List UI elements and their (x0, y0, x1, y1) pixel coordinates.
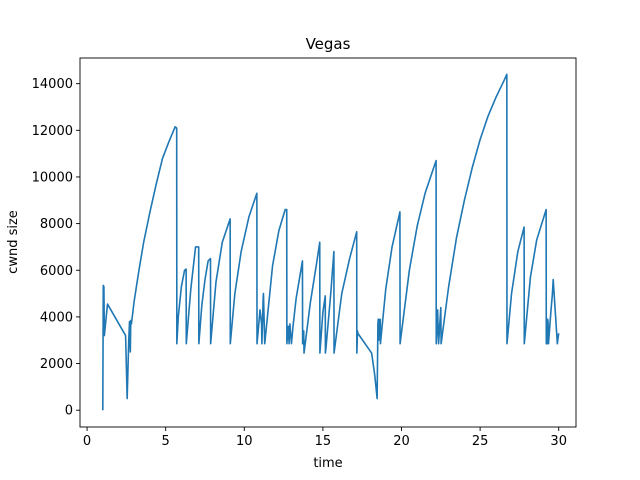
y-tick-label: 6000 (40, 264, 73, 279)
series-line (102, 73, 560, 411)
y-tick-label: 0 (65, 404, 73, 419)
axis-ticks: 0 5 10 15 20 25 30 0 2000 4000 6000 8000 10000 12000 1… (32, 77, 567, 449)
y-tick-label: 2000 (40, 357, 73, 372)
y-axis-label: cwnd size (6, 210, 21, 274)
y-tick-label: 14000 (32, 77, 73, 92)
x-axis-label: time (313, 456, 342, 471)
y-tick-label: 4000 (40, 310, 73, 325)
y-tick-label: 8000 (40, 217, 73, 232)
x-tick-label: 15 (315, 434, 332, 449)
x-tick-label: 10 (236, 434, 253, 449)
x-tick-label: 5 (162, 434, 170, 449)
chart-title: Vegas (306, 35, 351, 53)
x-tick-label: 0 (83, 434, 91, 449)
x-tick-label: 20 (393, 434, 410, 449)
x-tick-label: 30 (550, 434, 567, 449)
y-tick-label: 12000 (32, 124, 73, 139)
plot-frame (79, 57, 577, 428)
y-tick-label: 10000 (32, 170, 73, 185)
x-tick-label: 25 (472, 434, 489, 449)
